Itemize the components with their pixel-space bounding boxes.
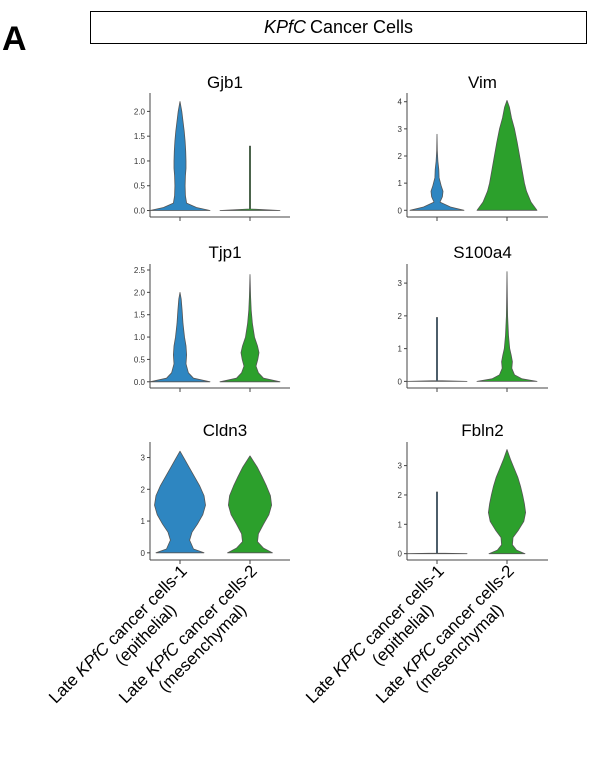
- y-tick-label: 3: [398, 125, 403, 134]
- panel-label: A: [2, 20, 27, 58]
- y-tick-label: 2.0: [134, 288, 146, 297]
- y-tick-label: 1.0: [134, 157, 146, 166]
- y-tick-label: 2: [398, 312, 403, 321]
- violin-panel-cldn3: Cldn3 0 1 2 3: [141, 421, 290, 564]
- y-tick-label: 2: [141, 485, 146, 494]
- violin-series-2: [476, 100, 538, 211]
- y-tick-label: 2: [398, 152, 403, 161]
- y-tick-label: 0.0: [134, 207, 146, 216]
- panel-title: Fbln2: [461, 421, 504, 440]
- violin-panel-gjb1: Gjb1 0.0 0.5 1.0 1.5 2.0: [134, 73, 290, 221]
- violin-series-1: [406, 317, 468, 382]
- y-tick-label: 1: [398, 345, 403, 354]
- violin-series-1: [149, 292, 211, 383]
- y-tick-label: 0: [398, 206, 403, 215]
- y-tick-label: 2: [398, 491, 403, 500]
- panel-title: Cldn3: [203, 421, 247, 440]
- panel-title: S100a4: [453, 243, 512, 262]
- y-tick-label: 3: [141, 454, 146, 463]
- y-tick-label: 1: [398, 520, 403, 529]
- y-tick-label: 4: [398, 98, 403, 107]
- header-text: Cancer Cells: [309, 17, 414, 37]
- y-tick-label: 0: [141, 549, 146, 558]
- y-tick-label: 1.5: [134, 311, 146, 320]
- y-tick-label: 2.5: [134, 266, 146, 275]
- violin-series-1: [406, 491, 468, 555]
- violin-series-1: [149, 101, 211, 211]
- y-tick-label: 0.0: [134, 378, 146, 387]
- violin-series-2: [227, 455, 273, 554]
- violin-panel-tjp1: Tjp1 0.0 0.5 1.0 1.5 2.0 2.5: [134, 243, 290, 392]
- y-tick-label: 3: [398, 279, 403, 288]
- y-tick-label: 0.5: [134, 355, 146, 364]
- header-italic-text: KPfC: [263, 17, 306, 37]
- y-tick-label: 0: [398, 550, 403, 559]
- y-tick-label: 1.0: [134, 333, 146, 342]
- violin-series-1: [409, 133, 465, 211]
- y-tick-label: 1: [141, 517, 146, 526]
- y-tick-label: 0.5: [134, 182, 146, 191]
- y-tick-label: 2.0: [134, 107, 146, 116]
- violin-series-2: [219, 274, 281, 383]
- violin-series-2: [219, 145, 281, 211]
- violin-panel-fbln2: Fbln2 0 1 2 3: [398, 421, 548, 564]
- violin-panel-vim: Vim 0 1 2 3 4: [398, 73, 548, 221]
- y-tick-label: 1: [398, 179, 403, 188]
- panel-title: Vim: [468, 73, 497, 92]
- violin-series-2: [488, 449, 526, 555]
- header-box: KPfC Cancer Cells: [90, 11, 587, 44]
- panel-title: Gjb1: [207, 73, 243, 92]
- violin-panel-s100a4: S100a4 0 1 2 3: [398, 243, 548, 392]
- violin-series-1: [154, 450, 206, 554]
- y-tick-label: 3: [398, 462, 403, 471]
- y-tick-label: 0: [398, 377, 403, 386]
- y-tick-label: 1.5: [134, 132, 146, 141]
- violin-series-2: [476, 271, 538, 382]
- panel-title: Tjp1: [208, 243, 241, 262]
